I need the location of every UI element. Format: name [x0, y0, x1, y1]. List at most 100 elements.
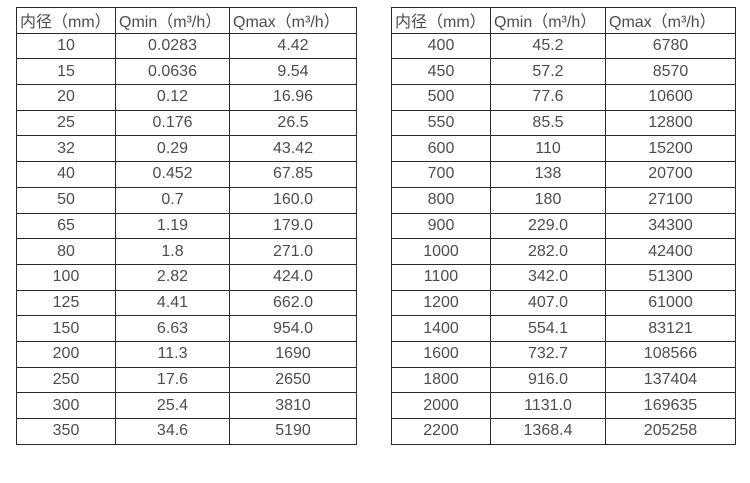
- diameter-cell: 700: [391, 161, 491, 188]
- diameter-cell: 2200: [391, 418, 491, 445]
- qmin-cell: 0.176: [115, 109, 230, 137]
- qmin-cell: 0.7: [115, 186, 230, 214]
- qmax-cell: 271.0: [229, 238, 357, 265]
- qmax-cell: 34300: [605, 212, 736, 240]
- qmin-cell: 282.0: [490, 238, 606, 265]
- qmin-cell: 0.29: [115, 135, 230, 163]
- table-row: 100 2.82 424.0: [16, 263, 357, 291]
- diameter-cell: 65: [16, 212, 116, 240]
- table-row: 900 229.0 34300: [391, 212, 736, 240]
- qmax-cell: 3810: [229, 392, 357, 419]
- qmax-cell: 6780: [605, 32, 736, 60]
- diameter-cell: 40: [16, 161, 116, 188]
- diameter-cell: 1800: [391, 366, 491, 394]
- qmax-cell: 26.5: [229, 109, 357, 137]
- header-cell: Qmin（m³/h）: [115, 7, 230, 34]
- table-row: 1000 282.0 42400: [391, 238, 736, 265]
- qmin-cell: 34.6: [115, 418, 230, 445]
- table-row: 450 57.2 8570: [391, 58, 736, 86]
- qmax-cell: 83121: [605, 315, 736, 342]
- small-diameter-table-body: 10 0.0283 4.42 15 0.0636 9.54 20 0.12 16.96 25 0.1…: [16, 32, 357, 445]
- diameter-cell: 125: [16, 289, 116, 317]
- diameter-cell: 1200: [391, 289, 491, 317]
- qmax-cell: 1690: [229, 340, 357, 368]
- diameter-cell: 200: [16, 340, 116, 368]
- qmax-cell: 12800: [605, 109, 736, 137]
- qmin-cell: 11.3: [115, 340, 230, 368]
- table-row: 25 0.176 26.5: [16, 109, 357, 137]
- diameter-cell: 1100: [391, 263, 491, 291]
- qmax-cell: 9.54: [229, 58, 357, 86]
- table-row: 400 45.2 6780: [391, 32, 736, 60]
- header-cell: Qmin（m³/h）: [490, 7, 606, 34]
- qmin-cell: 17.6: [115, 366, 230, 394]
- table-row: 32 0.29 43.42: [16, 135, 357, 163]
- table-row: 300 25.4 3810: [16, 392, 357, 419]
- qmin-cell: 180: [490, 186, 606, 214]
- qmax-cell: 15200: [605, 135, 736, 163]
- qmax-cell: 2650: [229, 366, 357, 394]
- qmin-cell: 1131.0: [490, 392, 606, 419]
- qmax-cell: 43.42: [229, 135, 357, 163]
- qmax-cell: 27100: [605, 186, 736, 214]
- table-row: 50 0.7 160.0: [16, 186, 357, 214]
- table-row: 1800 916.0 137404: [391, 366, 736, 394]
- qmin-cell: 0.0636: [115, 58, 230, 86]
- header-cell: Qmax（m³/h）: [605, 7, 736, 34]
- qmin-cell: 1.19: [115, 212, 230, 240]
- qmax-cell: 137404: [605, 366, 736, 394]
- table-row: 65 1.19 179.0: [16, 212, 357, 240]
- qmax-cell: 16.96: [229, 84, 357, 111]
- table-row: 700 138 20700: [391, 161, 736, 188]
- diameter-cell: 2000: [391, 392, 491, 419]
- table-row: 2000 1131.0 169635: [391, 392, 736, 419]
- diameter-cell: 500: [391, 84, 491, 111]
- table-row: 350 34.6 5190: [16, 418, 357, 445]
- qmin-cell: 554.1: [490, 315, 606, 342]
- qmax-cell: 42400: [605, 238, 736, 265]
- header-cell: Qmax（m³/h）: [229, 7, 357, 34]
- table-row: 250 17.6 2650: [16, 366, 357, 394]
- qmin-cell: 45.2: [490, 32, 606, 60]
- qmin-cell: 1368.4: [490, 418, 606, 445]
- table-row: 20 0.12 16.96: [16, 84, 357, 111]
- diameter-cell: 150: [16, 315, 116, 342]
- qmax-cell: 4.42: [229, 32, 357, 60]
- qmin-cell: 342.0: [490, 263, 606, 291]
- qmin-cell: 229.0: [490, 212, 606, 240]
- header-row: 内径（mm） Qmin（m³/h） Qmax（m³/h）: [391, 7, 736, 34]
- table-row: 15 0.0636 9.54: [16, 58, 357, 86]
- qmax-cell: 424.0: [229, 263, 357, 291]
- table-row: 550 85.5 12800: [391, 109, 736, 137]
- qmin-cell: 2.82: [115, 263, 230, 291]
- small-diameter-flow-table: 内径（mm） Qmin（m³/h） Qmax（m³/h） 10 0.0283 4.42 1…: [16, 7, 357, 445]
- diameter-cell: 100: [16, 263, 116, 291]
- table-row: 150 6.63 954.0: [16, 315, 357, 342]
- qmin-cell: 0.0283: [115, 32, 230, 60]
- qmin-cell: 732.7: [490, 340, 606, 368]
- table-row: 2200 1368.4 205258: [391, 418, 736, 445]
- large-diameter-table-body: 400 45.2 6780 450 57.2 8570 500 77.6 10600 550 85.…: [391, 32, 736, 445]
- diameter-cell: 1000: [391, 238, 491, 265]
- table-row: 125 4.41 662.0: [16, 289, 357, 317]
- qmax-cell: 61000: [605, 289, 736, 317]
- qmin-cell: 0.452: [115, 161, 230, 188]
- table-row: 1400 554.1 83121: [391, 315, 736, 342]
- qmax-cell: 8570: [605, 58, 736, 86]
- qmax-cell: 51300: [605, 263, 736, 291]
- qmin-cell: 25.4: [115, 392, 230, 419]
- table-row: 40 0.452 67.85: [16, 161, 357, 188]
- diameter-cell: 350: [16, 418, 116, 445]
- table-row: 10 0.0283 4.42: [16, 32, 357, 60]
- qmax-cell: 205258: [605, 418, 736, 445]
- diameter-cell: 32: [16, 135, 116, 163]
- diameter-cell: 1600: [391, 340, 491, 368]
- qmax-cell: 67.85: [229, 161, 357, 188]
- diameter-cell: 400: [391, 32, 491, 60]
- diameter-cell: 1400: [391, 315, 491, 342]
- diameter-cell: 10: [16, 32, 116, 60]
- qmin-cell: 85.5: [490, 109, 606, 137]
- diameter-cell: 600: [391, 135, 491, 163]
- table-row: 80 1.8 271.0: [16, 238, 357, 265]
- table-row: 1200 407.0 61000: [391, 289, 736, 317]
